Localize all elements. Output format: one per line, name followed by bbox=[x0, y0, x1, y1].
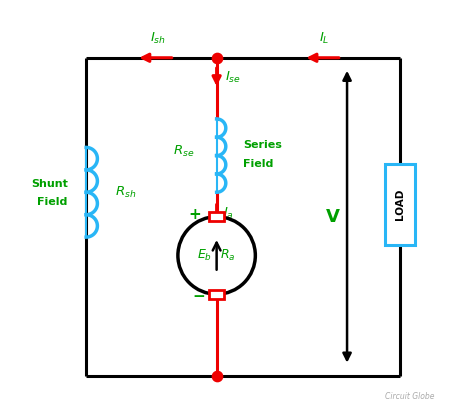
Text: $I_{se}$: $I_{se}$ bbox=[225, 70, 241, 85]
FancyBboxPatch shape bbox=[209, 290, 224, 299]
Point bbox=[213, 373, 220, 379]
Text: +: + bbox=[189, 207, 201, 222]
Text: $I_a$: $I_a$ bbox=[223, 206, 234, 221]
Text: Circuit Globe: Circuit Globe bbox=[385, 392, 435, 401]
Text: $I_L$: $I_L$ bbox=[319, 31, 330, 46]
Text: LOAD: LOAD bbox=[395, 189, 405, 220]
Text: V: V bbox=[326, 208, 340, 226]
Text: Series: Series bbox=[243, 140, 282, 151]
Text: $I_{sh}$: $I_{sh}$ bbox=[149, 31, 165, 46]
Text: $R_{sh}$: $R_{sh}$ bbox=[115, 185, 136, 200]
FancyBboxPatch shape bbox=[209, 212, 224, 221]
Text: $R_{se}$: $R_{se}$ bbox=[173, 144, 194, 159]
Text: Field: Field bbox=[37, 198, 68, 207]
Text: Shunt: Shunt bbox=[31, 179, 68, 189]
Text: Field: Field bbox=[243, 159, 273, 169]
FancyBboxPatch shape bbox=[385, 164, 415, 245]
Text: $E_b$: $E_b$ bbox=[197, 248, 212, 263]
Point bbox=[213, 54, 220, 61]
Text: −: − bbox=[192, 289, 205, 304]
Circle shape bbox=[178, 217, 255, 294]
Text: $R_a$: $R_a$ bbox=[220, 248, 236, 263]
